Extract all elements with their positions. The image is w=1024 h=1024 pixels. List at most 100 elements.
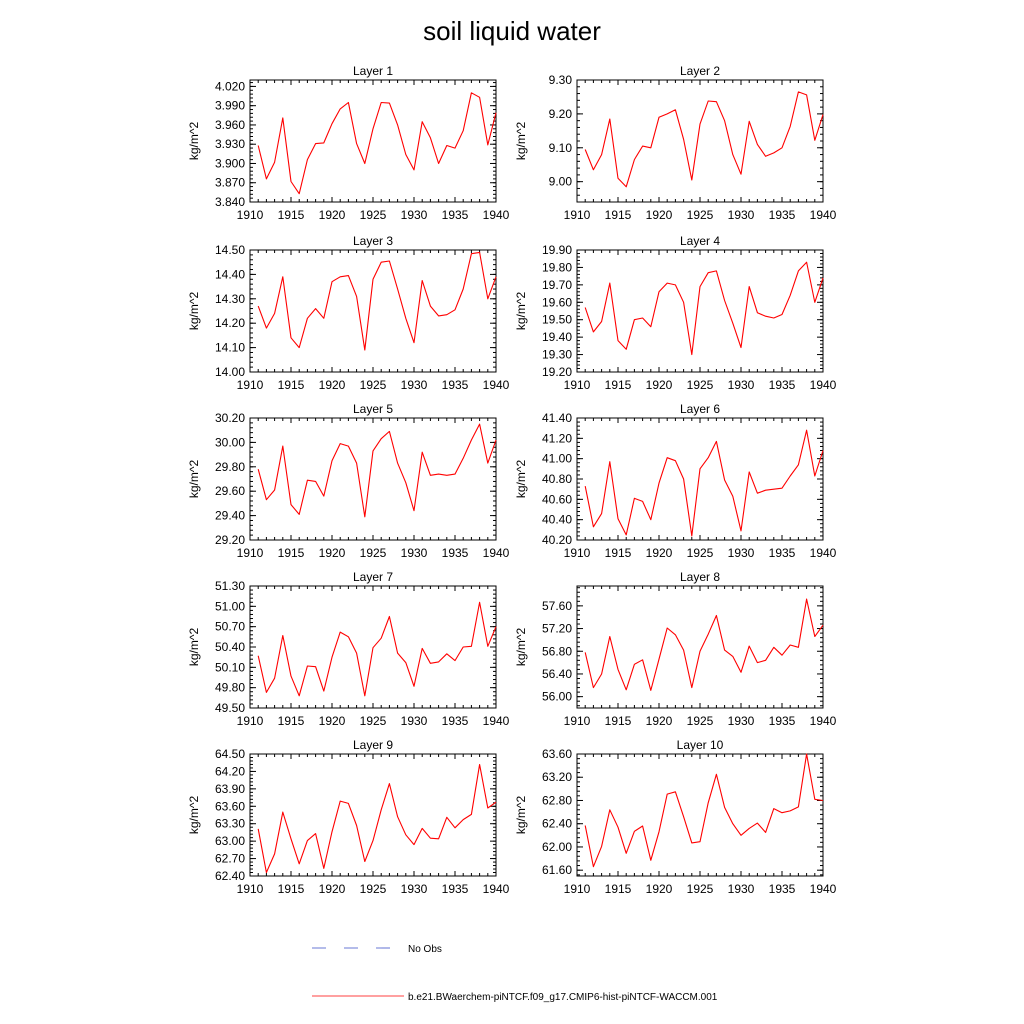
x-tick-label: 1930: [401, 546, 428, 560]
x-tick-label: 1930: [401, 378, 428, 392]
y-tick-label: 19.70: [542, 278, 572, 292]
data-point: [601, 846, 602, 847]
data-point: [740, 530, 741, 531]
x-tick-label: 1925: [687, 546, 714, 560]
series-line: [257, 601, 497, 697]
data-point: [781, 488, 782, 489]
data-point: [356, 653, 357, 654]
data-point: [757, 493, 758, 494]
x-tick-label: 1915: [278, 378, 305, 392]
data-point: [675, 109, 676, 110]
panel-6: Layer 6 1910 1915 1920 1925 1930 1935 1940 40.20…: [514, 402, 837, 560]
data-point: [814, 140, 815, 141]
x-tick-label: 1910: [237, 208, 264, 222]
data-point: [765, 156, 766, 157]
x-tick-label: 1915: [278, 714, 305, 728]
x-tick-label: 1935: [442, 546, 469, 560]
data-point: [413, 510, 414, 511]
x-tick-label: 1920: [646, 714, 673, 728]
data-point: [372, 450, 373, 451]
y-tick-label: 63.60: [542, 747, 572, 761]
y-axis-label: kg/m^2: [514, 460, 528, 499]
data-point: [389, 783, 390, 784]
y-tick-label: 3.840: [215, 195, 245, 209]
data-point: [781, 314, 782, 315]
data-point: [487, 463, 488, 464]
data-point: [609, 283, 610, 284]
data-point: [487, 298, 488, 299]
x-tick-label: 1935: [442, 882, 469, 896]
data-point: [716, 774, 717, 775]
data-point: [463, 130, 464, 131]
data-point: [315, 666, 316, 667]
data-point: [454, 147, 455, 148]
y-tick-label: 30.00: [215, 435, 245, 449]
data-point: [430, 137, 431, 138]
y-tick-label: 40.40: [542, 513, 572, 527]
data-point: [356, 825, 357, 826]
data-point: [724, 300, 725, 301]
data-point: [585, 825, 586, 826]
y-tick-label: 50.10: [215, 660, 245, 674]
data-point: [790, 126, 791, 127]
x-tick-label: 1935: [442, 714, 469, 728]
data-point: [282, 117, 283, 118]
y-tick-label: 63.30: [215, 817, 245, 831]
data-point: [585, 149, 586, 150]
series-line: [584, 429, 824, 537]
data-point: [617, 518, 618, 519]
data-point: [405, 154, 406, 155]
data-point: [422, 121, 423, 122]
data-point: [683, 302, 684, 303]
data-point: [446, 475, 447, 476]
data-point: [609, 118, 610, 119]
series-line: [584, 598, 824, 691]
x-tick-label: 1925: [360, 546, 387, 560]
data-point: [642, 501, 643, 502]
data-point: [348, 275, 349, 276]
data-point: [790, 644, 791, 645]
data-point: [331, 657, 332, 658]
data-point: [446, 817, 447, 818]
data-point: [307, 318, 308, 319]
data-point: [274, 489, 275, 490]
plot-frame: [249, 79, 497, 203]
data-point: [634, 159, 635, 160]
data-point: [798, 270, 799, 271]
data-point: [290, 838, 291, 839]
data-point: [487, 144, 488, 145]
y-tick-label: 14.00: [215, 365, 245, 379]
x-tick-label: 1940: [810, 546, 837, 560]
x-tick-label: 1915: [605, 378, 632, 392]
data-point: [585, 307, 586, 308]
data-point: [691, 354, 692, 355]
y-tick-label: 62.40: [542, 817, 572, 831]
data-point: [822, 625, 823, 626]
data-point: [658, 291, 659, 292]
data-point: [381, 102, 382, 103]
data-point: [348, 803, 349, 804]
data-point: [274, 678, 275, 679]
data-point: [773, 489, 774, 490]
data-point: [781, 812, 782, 813]
data-point: [446, 314, 447, 315]
y-tick-label: 40.60: [542, 492, 572, 506]
data-point: [413, 844, 414, 845]
data-point: [806, 598, 807, 599]
data-point: [348, 636, 349, 637]
data-point: [798, 91, 799, 92]
data-point: [299, 695, 300, 696]
y-tick-label: 51.30: [215, 579, 245, 593]
data-point: [675, 634, 676, 635]
plot-frame: [576, 417, 824, 541]
x-tick-label: 1940: [810, 714, 837, 728]
legend: No Obs b.e21.BWaerchem-piNTCF.f09_g17.CM…: [312, 944, 718, 1003]
y-tick-label: 50.40: [215, 640, 245, 654]
data-point: [364, 516, 365, 517]
data-point: [790, 810, 791, 811]
y-tick-label: 9.10: [549, 141, 573, 155]
data-point: [372, 840, 373, 841]
y-tick-label: 56.40: [542, 667, 572, 681]
data-point: [340, 276, 341, 277]
data-point: [667, 113, 668, 114]
